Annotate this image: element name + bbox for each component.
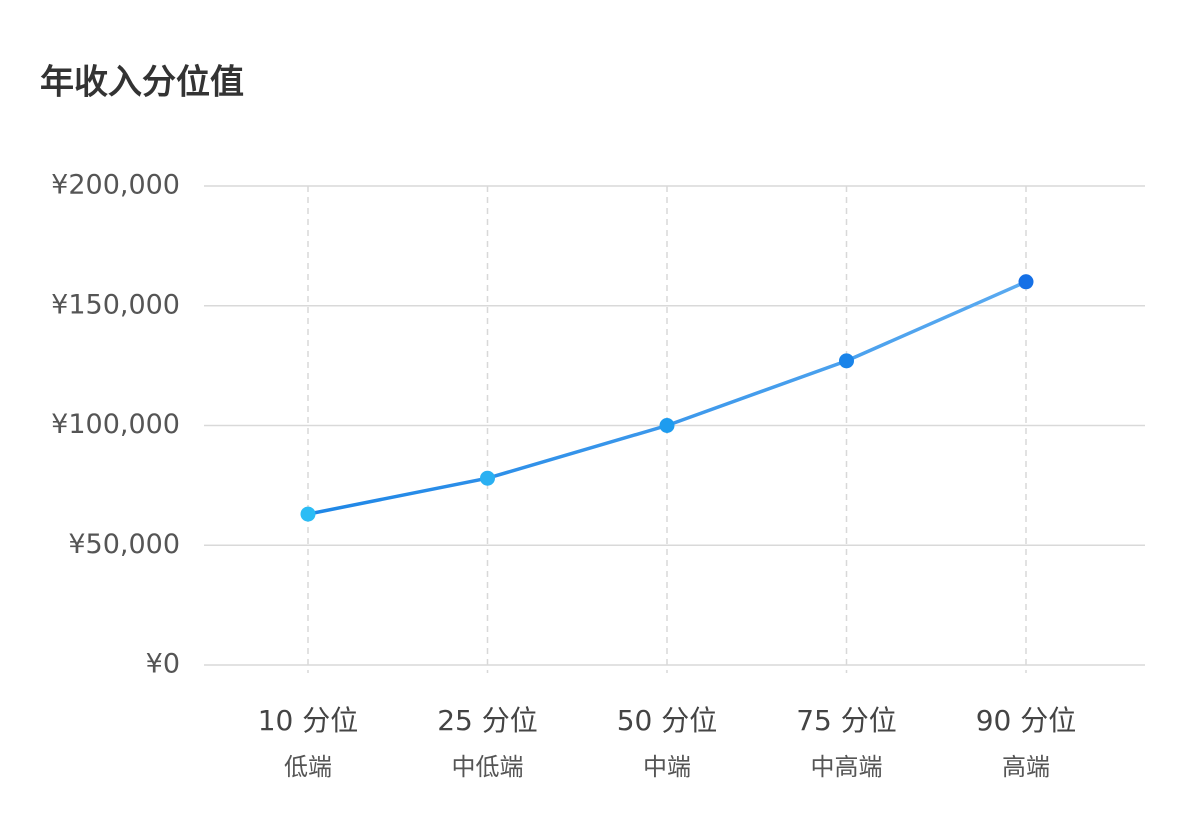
data-point: [300, 506, 316, 522]
x-tick-sublabel: 中低端: [452, 753, 524, 781]
data-point: [480, 470, 495, 486]
x-tick-label: 25 分位: [437, 704, 538, 737]
chart-title: 年收入分位值: [40, 63, 244, 103]
x-tick-sublabel: 高端: [1002, 753, 1050, 781]
y-tick-label: ¥0: [146, 649, 180, 680]
x-tick-label: 75 分位: [796, 704, 897, 737]
y-tick-label: ¥150,000: [51, 289, 180, 320]
x-tick-label: 90 分位: [976, 704, 1077, 737]
x-tick-sublabel: 低端: [284, 753, 332, 781]
x-tick-label: 50 分位: [617, 704, 718, 737]
y-tick-label: ¥200,000: [51, 170, 180, 201]
x-tick-sublabel: 中高端: [811, 753, 883, 781]
y-tick-label: ¥50,000: [68, 529, 180, 560]
x-tick-label: 10 分位: [258, 704, 359, 737]
data-point: [1018, 274, 1034, 290]
y-tick-label: ¥100,000: [51, 409, 180, 440]
data-point: [839, 353, 854, 369]
data-point: [659, 418, 675, 433]
x-tick-sublabel: 中端: [643, 753, 691, 781]
